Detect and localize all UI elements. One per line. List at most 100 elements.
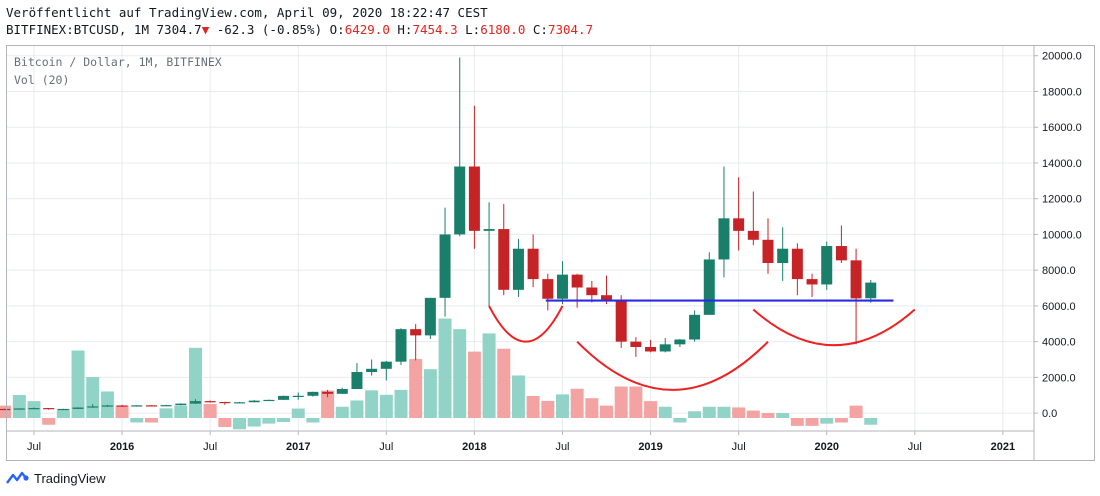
last-price: 7304.7 bbox=[156, 22, 202, 37]
volume-bar bbox=[732, 407, 746, 418]
volume-bar bbox=[555, 394, 569, 418]
candle-body bbox=[145, 405, 157, 407]
volume-bar bbox=[42, 418, 56, 425]
candle-body bbox=[512, 248, 524, 290]
volume-bar bbox=[790, 418, 804, 426]
tradingview-logo-icon bbox=[6, 471, 29, 484]
candle-body bbox=[116, 405, 128, 407]
volume-bar bbox=[379, 394, 393, 418]
candle-body bbox=[527, 248, 539, 280]
candle-body bbox=[336, 389, 348, 394]
candle-body bbox=[645, 347, 657, 352]
price-axis[interactable]: 20000.0 18000.0 16000.0 14000.0 12000.0 10000… bbox=[1034, 51, 1082, 420]
volume-bar bbox=[526, 395, 540, 418]
volume-bar bbox=[56, 409, 70, 418]
x-tick-label: Jul bbox=[379, 441, 393, 453]
x-tick-label: Jul bbox=[555, 441, 569, 453]
chart-frame bbox=[6, 45, 1095, 461]
candle-body bbox=[733, 218, 745, 231]
candle-body bbox=[175, 403, 187, 406]
volume-bar bbox=[365, 390, 379, 418]
volume-bar bbox=[585, 398, 599, 418]
y-tick-label: 10000.0 bbox=[1042, 229, 1082, 241]
volume-bar bbox=[233, 418, 247, 430]
volume-bar bbox=[394, 389, 408, 418]
candle-body bbox=[468, 166, 480, 231]
candle-body bbox=[835, 246, 847, 261]
open-label: O: bbox=[329, 22, 345, 37]
candle-body bbox=[219, 401, 231, 404]
y-tick-label: 0.0 bbox=[1042, 408, 1057, 420]
volume-bar bbox=[291, 408, 305, 418]
candle-body bbox=[292, 395, 304, 397]
volume-bar bbox=[335, 406, 349, 418]
volume-bar bbox=[614, 386, 628, 418]
candle-body bbox=[586, 287, 598, 296]
legend-series: Bitcoin / Dollar, 1M, BITFINEX bbox=[14, 55, 222, 69]
volume-bar bbox=[350, 400, 364, 418]
volume-bar bbox=[12, 395, 26, 418]
annotation-arc bbox=[576, 340, 769, 391]
candle-body bbox=[366, 368, 378, 373]
volume-bar bbox=[849, 405, 863, 418]
candle-body bbox=[483, 229, 495, 231]
volume-bar bbox=[776, 413, 790, 418]
volume-bar bbox=[673, 418, 687, 423]
candle-body bbox=[542, 279, 554, 299]
volume-bar bbox=[688, 411, 702, 418]
candle-body bbox=[806, 279, 818, 285]
volume-bar bbox=[27, 401, 41, 418]
candle-body bbox=[72, 407, 84, 409]
y-tick-label: 12000.0 bbox=[1042, 194, 1082, 206]
candle-body bbox=[410, 329, 422, 336]
volume-bar bbox=[86, 377, 100, 418]
annotation-arc bbox=[488, 305, 564, 343]
candle-body bbox=[43, 408, 55, 410]
footer[interactable]: TradingView bbox=[6, 468, 106, 488]
volume-bar bbox=[144, 418, 158, 423]
volume-bar bbox=[805, 418, 819, 426]
volume-bar bbox=[482, 333, 496, 418]
x-tick-label: 2018 bbox=[462, 441, 486, 453]
volume-bar bbox=[511, 375, 525, 418]
x-tick-label: 2019 bbox=[638, 441, 662, 453]
candle-body bbox=[160, 405, 172, 407]
volume-bar bbox=[100, 391, 114, 418]
volume-bar bbox=[277, 418, 291, 423]
volume-bar bbox=[541, 400, 555, 418]
symbol-label: BITFINEX:BTCUSD, 1M bbox=[6, 22, 149, 37]
x-tick-label: Jul bbox=[732, 441, 746, 453]
volume-bar bbox=[702, 406, 716, 418]
volume-bar bbox=[306, 418, 320, 423]
volume-bar bbox=[409, 359, 423, 418]
close-value: 7304.7 bbox=[547, 22, 594, 37]
volume-bar bbox=[453, 329, 467, 418]
change-value: -62.3 (-0.85%) bbox=[216, 22, 323, 37]
volume-bar bbox=[717, 406, 731, 418]
candle-body bbox=[703, 259, 715, 315]
x-tick-label: 2017 bbox=[286, 441, 310, 453]
candle-body bbox=[204, 401, 216, 403]
candle-body bbox=[87, 406, 99, 408]
time-axis[interactable]: Jul 2016 Jul 2017 Jul 2018 Jul 2019 Jul 2020 Jul 20… bbox=[27, 431, 1015, 453]
y-tick-label: 16000.0 bbox=[1042, 122, 1082, 134]
candle-body bbox=[762, 239, 774, 264]
low-label: L: bbox=[465, 22, 481, 37]
volume-bar bbox=[746, 410, 760, 418]
candle-body bbox=[630, 341, 642, 348]
volume-bar bbox=[658, 406, 672, 418]
candle-body bbox=[498, 229, 510, 290]
candle-body bbox=[424, 297, 436, 336]
candle-body bbox=[380, 361, 392, 369]
volume-bar bbox=[629, 386, 643, 418]
volume-bar bbox=[159, 408, 173, 418]
volume-bar bbox=[467, 351, 481, 418]
candle-body bbox=[850, 260, 862, 299]
open-value: 6429.0 bbox=[344, 22, 390, 37]
candle-body bbox=[13, 408, 25, 410]
volume-bar bbox=[174, 405, 188, 418]
legend-volume: Vol (20) bbox=[14, 73, 69, 87]
candle-body bbox=[189, 401, 201, 404]
candle-body bbox=[674, 339, 686, 345]
